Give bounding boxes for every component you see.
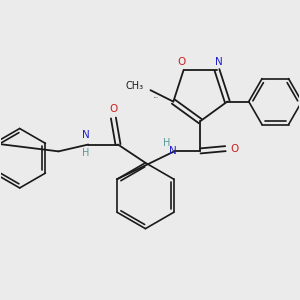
Text: O: O xyxy=(230,144,239,154)
Text: N: N xyxy=(169,146,177,156)
Text: N: N xyxy=(82,130,90,140)
Text: CH₃: CH₃ xyxy=(125,81,144,91)
Text: H: H xyxy=(163,138,171,148)
Text: N: N xyxy=(215,57,223,67)
Text: methyl: methyl xyxy=(154,96,158,98)
Text: O: O xyxy=(109,104,118,114)
Text: H: H xyxy=(82,148,90,158)
Text: O: O xyxy=(177,57,185,67)
